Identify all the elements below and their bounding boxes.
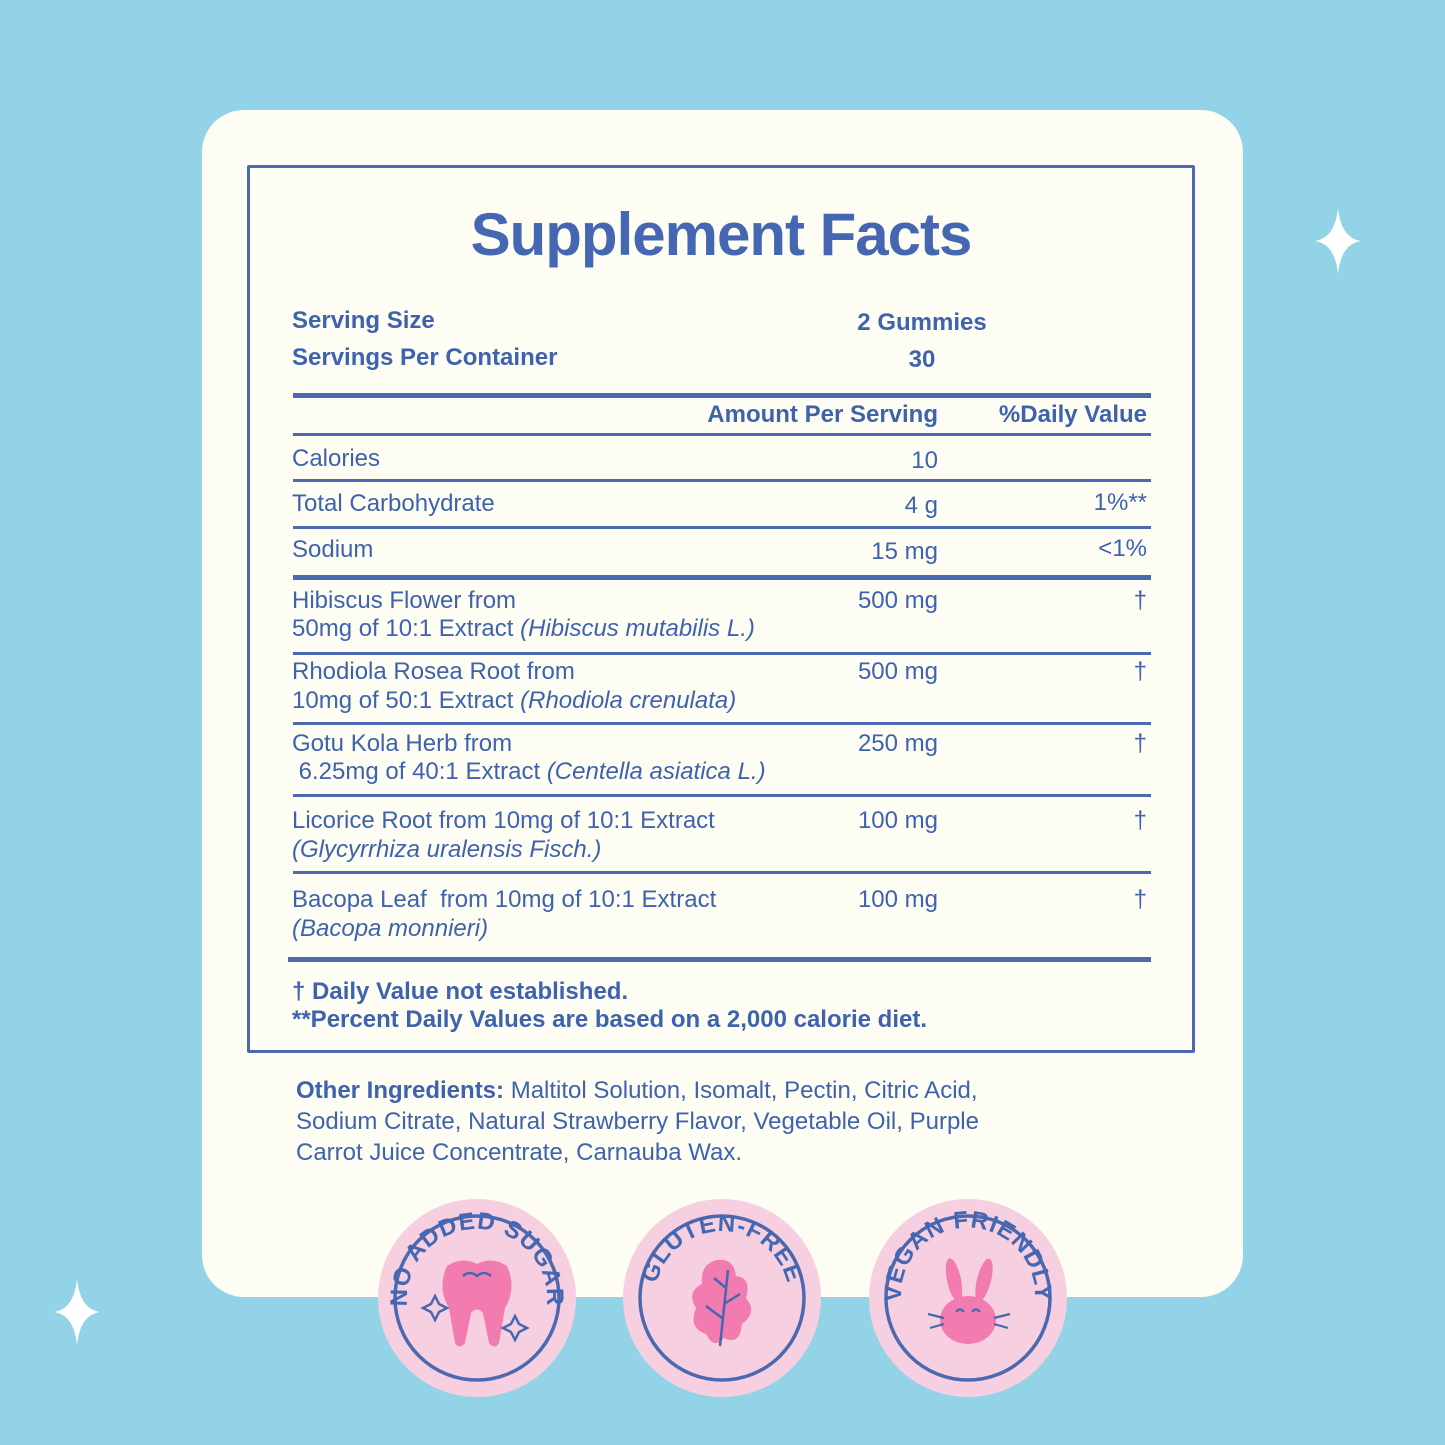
latin-name: (Rhodiola crenulata) (520, 687, 737, 714)
other-ingredients-label: Other Ingredients: (296, 1077, 505, 1104)
botanical-name: Licorice Root from 10mg of 10:1 Extract (292, 807, 715, 834)
nutrient-amount: 15 mg (871, 538, 938, 565)
botanical-extract: 50mg of 10:1 Extract (Hibiscus mutabilis… (292, 615, 755, 643)
botanical-name: Bacopa Leaf from 10mg of 10:1 Extract (292, 886, 717, 913)
serving-size-label: Serving Size (292, 307, 435, 334)
botanical-amount: 500 mg (857, 658, 938, 685)
botanical-name: Gotu Kola Herb from (292, 730, 513, 757)
botanical-dv: † (1133, 886, 1147, 913)
leaf-icon (692, 1259, 752, 1347)
nutrient-name: Sodium (292, 536, 374, 563)
extract-text: 10mg of 50:1 Extract (292, 687, 521, 714)
footnote-percent: **Percent Daily Values are based on a 2,… (292, 1006, 927, 1033)
nutrient-dv: <1% (1098, 535, 1147, 562)
latin-name: (Centella asiatica L.) (546, 758, 766, 785)
no-added-sugar-badge: NO ADDED SUGAR (378, 1199, 576, 1397)
tooth-icon (420, 1260, 530, 1347)
servings-per-container-label: Servings Per Container (292, 344, 558, 371)
sparkle-icon (54, 1279, 100, 1345)
nutrient-amount: 10 (911, 447, 938, 474)
latin-name: (Bacopa monnieri) (292, 915, 489, 942)
amount-header: Amount Per Serving (707, 401, 938, 428)
botanical-amount: 100 mg (857, 886, 938, 913)
botanical-dv: † (1133, 807, 1147, 834)
supplement-facts-panel (247, 165, 1195, 1053)
footnote-dagger: † Daily Value not established. (292, 978, 629, 1005)
label-card (202, 110, 1243, 1297)
botanical-dv: † (1133, 730, 1147, 757)
botanical-name: Hibiscus Flower from (292, 587, 517, 614)
divider (293, 393, 1151, 398)
divider (293, 575, 1151, 580)
servings-per-container-value: 30 (908, 346, 936, 373)
divider (288, 957, 1151, 962)
divider (293, 871, 1151, 874)
vegan-friendly-badge: VEGAN FRIENDLY (869, 1199, 1067, 1397)
dv-header: %Daily Value (998, 401, 1147, 428)
latin-name: (Glycyrrhiza uralensis Fisch.) (292, 836, 602, 863)
nutrient-amount: 4 g (904, 492, 938, 519)
divider (293, 479, 1151, 482)
nutrient-name: Total Carbohydrate (292, 490, 495, 517)
botanical-extract: 6.25mg of 40:1 Extract (Centella asiatic… (292, 758, 766, 786)
botanical-dv: † (1133, 587, 1147, 614)
divider (293, 433, 1151, 436)
ingredients-line: Sodium Citrate, Natural Strawberry Flavo… (296, 1108, 979, 1135)
divider (293, 794, 1151, 797)
botanical-amount: 100 mg (857, 807, 938, 834)
divider (293, 722, 1151, 725)
ingredients-line: Maltitol Solution, Isomalt, Pectin, Citr… (504, 1077, 978, 1104)
extract-text: 50mg of 10:1 Extract (292, 615, 521, 642)
gluten-free-badge: GLUTEN-FREE (623, 1199, 821, 1397)
nutrient-dv: 1%** (1093, 489, 1147, 516)
botanical-extract: 10mg of 50:1 Extract (Rhodiola crenulata… (292, 687, 736, 715)
nutrient-name: Calories (292, 445, 381, 472)
extract-text: 6.25mg of 40:1 Extract (292, 758, 547, 785)
ingredients-line: Carrot Juice Concentrate, Carnauba Wax. (296, 1139, 742, 1166)
bunny-icon (927, 1258, 1011, 1344)
botanical-amount: 250 mg (857, 730, 938, 757)
latin-name: (Hibiscus mutabilis L.) (520, 615, 755, 642)
serving-size-value: 2 Gummies (857, 309, 987, 336)
botanical-dv: † (1133, 658, 1147, 685)
page-title: Supplement Facts (470, 201, 973, 268)
sparkle-icon (1315, 208, 1361, 274)
botanical-name: Rhodiola Rosea Root from (292, 658, 575, 685)
other-ingredients: Other Ingredients: Maltitol Solution, Is… (296, 1075, 979, 1168)
divider (293, 526, 1151, 529)
botanical-amount: 500 mg (857, 587, 938, 614)
divider (293, 652, 1151, 655)
